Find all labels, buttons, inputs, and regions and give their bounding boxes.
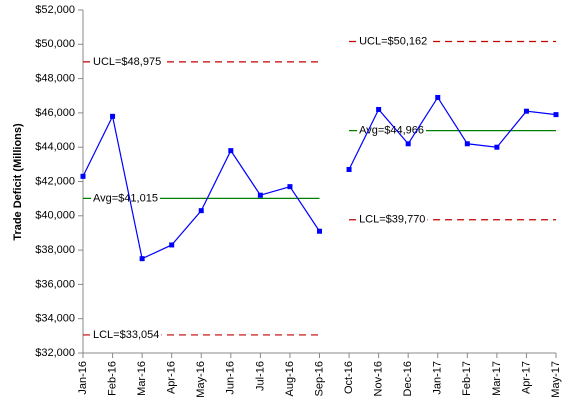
y-tick-label: $40,000	[35, 210, 75, 222]
data-point	[435, 94, 441, 100]
x-tick-label: Nov-16	[373, 361, 385, 396]
x-tick-label: Mar-17	[491, 361, 503, 396]
data-point	[287, 184, 293, 190]
control-limit-label: UCL=$48,975	[93, 56, 161, 68]
y-tick-label: $44,000	[35, 141, 75, 153]
x-tick-label: Dec-16	[402, 361, 414, 396]
data-point	[494, 144, 500, 150]
x-tick-label: Sep-16	[313, 361, 325, 396]
control-limit-label: LCL=$33,054	[93, 329, 159, 341]
data-point	[376, 106, 382, 112]
y-tick-label: $50,000	[35, 38, 75, 50]
data-point	[464, 141, 470, 147]
y-tick-label: $46,000	[35, 107, 75, 119]
data-point	[346, 166, 352, 172]
x-tick-label: Apr-16	[166, 361, 178, 394]
data-point	[257, 192, 263, 198]
x-tick-label: May-16	[195, 361, 207, 398]
x-tick-label: Oct-16	[343, 361, 355, 394]
data-point	[553, 112, 559, 118]
data-point	[198, 208, 204, 214]
y-tick-label: $34,000	[35, 313, 75, 325]
data-point	[405, 141, 411, 147]
x-tick-label: Jul-16	[254, 361, 266, 391]
y-tick-label: $48,000	[35, 73, 75, 85]
label-background	[91, 327, 162, 342]
x-tick-label: Jan-17	[432, 361, 444, 395]
control-limit-label: Avg=$44,966	[359, 125, 424, 137]
y-tick-label: $32,000	[35, 347, 75, 359]
series-line	[348, 96, 557, 170]
data-point	[139, 256, 145, 262]
data-point	[317, 228, 322, 234]
y-tick-label: $36,000	[35, 278, 75, 290]
label-background	[357, 212, 428, 227]
label-background	[91, 54, 164, 69]
x-tick-label: Apr-17	[520, 361, 532, 394]
data-point	[228, 148, 234, 154]
control-limit-label: UCL=$50,162	[359, 35, 427, 47]
y-tick-label: $42,000	[35, 175, 75, 187]
x-tick-label: May-17	[550, 361, 562, 398]
label-background	[357, 123, 427, 138]
series-line	[82, 114, 321, 260]
x-tick-label: Feb-17	[461, 361, 473, 396]
control-limit-label: Avg=$41,015	[93, 192, 158, 204]
x-tick-label: Jun-16	[225, 361, 237, 395]
y-axis-title: Trade Deficit (Millions)	[12, 123, 24, 241]
x-tick-label: Aug-16	[284, 361, 296, 396]
x-tick-label: Feb-16	[106, 361, 118, 396]
x-tick-label: Mar-16	[136, 361, 148, 396]
y-tick-label: $52,000	[35, 4, 75, 16]
data-point	[80, 173, 86, 179]
data-point	[169, 242, 175, 248]
data-point	[110, 113, 116, 119]
x-tick-label: Jan-16	[77, 361, 89, 395]
control-limit-label: LCL=$39,770	[359, 214, 425, 226]
data-point	[523, 108, 529, 114]
label-background	[357, 34, 430, 49]
label-background	[91, 191, 160, 206]
y-tick-label: $38,000	[35, 244, 75, 256]
